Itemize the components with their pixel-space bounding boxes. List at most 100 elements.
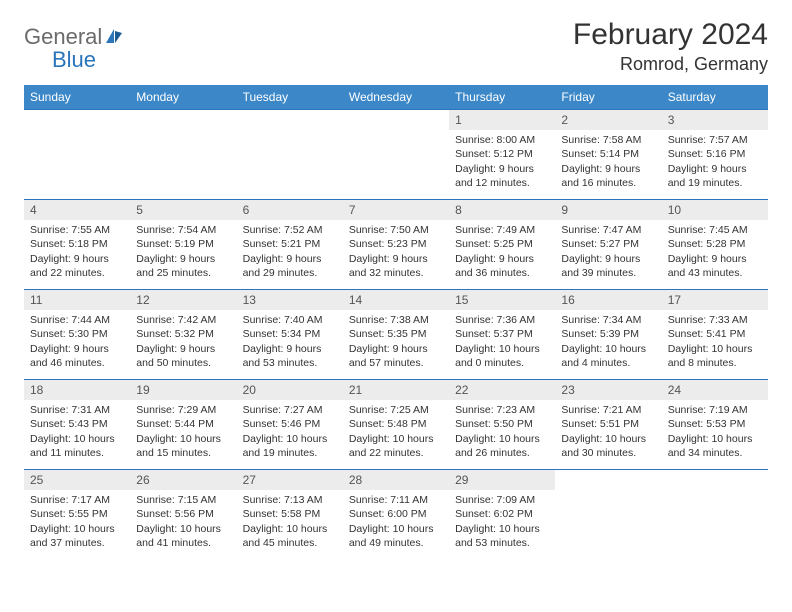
day-number: 7 bbox=[343, 200, 449, 220]
calendar-day: 16Sunrise: 7:34 AMSunset: 5:39 PMDayligh… bbox=[555, 290, 661, 380]
sunset-line: Sunset: 5:27 PM bbox=[561, 237, 655, 251]
sunset-line: Sunset: 5:16 PM bbox=[668, 147, 762, 161]
sunset-line: Sunset: 6:00 PM bbox=[349, 507, 443, 521]
daylight-line: Daylight: 10 hours and 45 minutes. bbox=[243, 522, 337, 550]
daylight-line: Daylight: 10 hours and 22 minutes. bbox=[349, 432, 443, 460]
day-details: Sunrise: 7:54 AMSunset: 5:19 PMDaylight:… bbox=[130, 220, 236, 286]
sunset-line: Sunset: 5:34 PM bbox=[243, 327, 337, 341]
calendar-day: 20Sunrise: 7:27 AMSunset: 5:46 PMDayligh… bbox=[237, 380, 343, 470]
sunrise-line: Sunrise: 7:25 AM bbox=[349, 403, 443, 417]
calendar-empty bbox=[24, 110, 130, 200]
calendar-day: 22Sunrise: 7:23 AMSunset: 5:50 PMDayligh… bbox=[449, 380, 555, 470]
title-block: February 2024 Romrod, Germany bbox=[573, 18, 768, 75]
day-number: 19 bbox=[130, 380, 236, 400]
day-number: 24 bbox=[662, 380, 768, 400]
sunrise-line: Sunrise: 7:29 AM bbox=[136, 403, 230, 417]
daylight-line: Daylight: 9 hours and 36 minutes. bbox=[455, 252, 549, 280]
calendar-day: 18Sunrise: 7:31 AMSunset: 5:43 PMDayligh… bbox=[24, 380, 130, 470]
sunrise-line: Sunrise: 7:42 AM bbox=[136, 313, 230, 327]
brand-logo: General Blue bbox=[24, 24, 124, 73]
day-number: 29 bbox=[449, 470, 555, 490]
day-number: 10 bbox=[662, 200, 768, 220]
calendar-day: 14Sunrise: 7:38 AMSunset: 5:35 PMDayligh… bbox=[343, 290, 449, 380]
day-details: Sunrise: 7:42 AMSunset: 5:32 PMDaylight:… bbox=[130, 310, 236, 376]
sunset-line: Sunset: 5:39 PM bbox=[561, 327, 655, 341]
calendar-day: 23Sunrise: 7:21 AMSunset: 5:51 PMDayligh… bbox=[555, 380, 661, 470]
calendar-day: 11Sunrise: 7:44 AMSunset: 5:30 PMDayligh… bbox=[24, 290, 130, 380]
sunset-line: Sunset: 5:48 PM bbox=[349, 417, 443, 431]
calendar-empty bbox=[662, 470, 768, 560]
daylight-line: Daylight: 10 hours and 19 minutes. bbox=[243, 432, 337, 460]
daylight-line: Daylight: 9 hours and 29 minutes. bbox=[243, 252, 337, 280]
day-details: Sunrise: 7:55 AMSunset: 5:18 PMDaylight:… bbox=[24, 220, 130, 286]
calendar-empty bbox=[130, 110, 236, 200]
daylight-line: Daylight: 10 hours and 11 minutes. bbox=[30, 432, 124, 460]
sunset-line: Sunset: 5:21 PM bbox=[243, 237, 337, 251]
calendar-day: 1Sunrise: 8:00 AMSunset: 5:12 PMDaylight… bbox=[449, 110, 555, 200]
sunset-line: Sunset: 5:23 PM bbox=[349, 237, 443, 251]
calendar-empty bbox=[343, 110, 449, 200]
day-details: Sunrise: 7:17 AMSunset: 5:55 PMDaylight:… bbox=[24, 490, 130, 556]
day-number: 2 bbox=[555, 110, 661, 130]
header: General Blue February 2024 Romrod, Germa… bbox=[24, 18, 768, 75]
calendar-day: 21Sunrise: 7:25 AMSunset: 5:48 PMDayligh… bbox=[343, 380, 449, 470]
daylight-line: Daylight: 10 hours and 0 minutes. bbox=[455, 342, 549, 370]
day-number: 13 bbox=[237, 290, 343, 310]
calendar-day: 27Sunrise: 7:13 AMSunset: 5:58 PMDayligh… bbox=[237, 470, 343, 560]
day-number: 12 bbox=[130, 290, 236, 310]
day-details: Sunrise: 7:50 AMSunset: 5:23 PMDaylight:… bbox=[343, 220, 449, 286]
calendar-day: 26Sunrise: 7:15 AMSunset: 5:56 PMDayligh… bbox=[130, 470, 236, 560]
daylight-line: Daylight: 9 hours and 19 minutes. bbox=[668, 162, 762, 190]
sunset-line: Sunset: 5:12 PM bbox=[455, 147, 549, 161]
daylight-line: Daylight: 10 hours and 49 minutes. bbox=[349, 522, 443, 550]
sunset-line: Sunset: 5:46 PM bbox=[243, 417, 337, 431]
day-details: Sunrise: 7:34 AMSunset: 5:39 PMDaylight:… bbox=[555, 310, 661, 376]
daylight-line: Daylight: 10 hours and 4 minutes. bbox=[561, 342, 655, 370]
daylight-line: Daylight: 9 hours and 25 minutes. bbox=[136, 252, 230, 280]
day-details: Sunrise: 7:49 AMSunset: 5:25 PMDaylight:… bbox=[449, 220, 555, 286]
calendar-day: 9Sunrise: 7:47 AMSunset: 5:27 PMDaylight… bbox=[555, 200, 661, 290]
sunset-line: Sunset: 5:55 PM bbox=[30, 507, 124, 521]
daylight-line: Daylight: 9 hours and 43 minutes. bbox=[668, 252, 762, 280]
calendar-day: 25Sunrise: 7:17 AMSunset: 5:55 PMDayligh… bbox=[24, 470, 130, 560]
calendar-day: 7Sunrise: 7:50 AMSunset: 5:23 PMDaylight… bbox=[343, 200, 449, 290]
day-number: 11 bbox=[24, 290, 130, 310]
sunset-line: Sunset: 5:25 PM bbox=[455, 237, 549, 251]
sunset-line: Sunset: 5:28 PM bbox=[668, 237, 762, 251]
day-number: 1 bbox=[449, 110, 555, 130]
sunset-line: Sunset: 5:14 PM bbox=[561, 147, 655, 161]
day-details: Sunrise: 7:57 AMSunset: 5:16 PMDaylight:… bbox=[662, 130, 768, 196]
calendar-day: 29Sunrise: 7:09 AMSunset: 6:02 PMDayligh… bbox=[449, 470, 555, 560]
sunset-line: Sunset: 5:30 PM bbox=[30, 327, 124, 341]
calendar-header: SundayMondayTuesdayWednesdayThursdayFrid… bbox=[24, 85, 768, 110]
day-number: 28 bbox=[343, 470, 449, 490]
daylight-line: Daylight: 9 hours and 22 minutes. bbox=[30, 252, 124, 280]
calendar-day: 15Sunrise: 7:36 AMSunset: 5:37 PMDayligh… bbox=[449, 290, 555, 380]
calendar-day: 4Sunrise: 7:55 AMSunset: 5:18 PMDaylight… bbox=[24, 200, 130, 290]
day-details: Sunrise: 7:58 AMSunset: 5:14 PMDaylight:… bbox=[555, 130, 661, 196]
sunrise-line: Sunrise: 7:27 AM bbox=[243, 403, 337, 417]
calendar-day: 8Sunrise: 7:49 AMSunset: 5:25 PMDaylight… bbox=[449, 200, 555, 290]
sunrise-line: Sunrise: 7:36 AM bbox=[455, 313, 549, 327]
daylight-line: Daylight: 9 hours and 46 minutes. bbox=[30, 342, 124, 370]
day-details: Sunrise: 7:23 AMSunset: 5:50 PMDaylight:… bbox=[449, 400, 555, 466]
day-number: 25 bbox=[24, 470, 130, 490]
calendar-day: 28Sunrise: 7:11 AMSunset: 6:00 PMDayligh… bbox=[343, 470, 449, 560]
day-number: 23 bbox=[555, 380, 661, 400]
daylight-line: Daylight: 9 hours and 12 minutes. bbox=[455, 162, 549, 190]
calendar-week: 4Sunrise: 7:55 AMSunset: 5:18 PMDaylight… bbox=[24, 200, 768, 290]
calendar-day: 24Sunrise: 7:19 AMSunset: 5:53 PMDayligh… bbox=[662, 380, 768, 470]
sunset-line: Sunset: 5:43 PM bbox=[30, 417, 124, 431]
sunset-line: Sunset: 5:51 PM bbox=[561, 417, 655, 431]
calendar-day: 3Sunrise: 7:57 AMSunset: 5:16 PMDaylight… bbox=[662, 110, 768, 200]
daylight-line: Daylight: 9 hours and 53 minutes. bbox=[243, 342, 337, 370]
day-number: 22 bbox=[449, 380, 555, 400]
day-details: Sunrise: 7:33 AMSunset: 5:41 PMDaylight:… bbox=[662, 310, 768, 376]
calendar-day: 17Sunrise: 7:33 AMSunset: 5:41 PMDayligh… bbox=[662, 290, 768, 380]
day-details: Sunrise: 7:45 AMSunset: 5:28 PMDaylight:… bbox=[662, 220, 768, 286]
calendar-week: 1Sunrise: 8:00 AMSunset: 5:12 PMDaylight… bbox=[24, 110, 768, 200]
daylight-line: Daylight: 10 hours and 41 minutes. bbox=[136, 522, 230, 550]
day-details: Sunrise: 7:21 AMSunset: 5:51 PMDaylight:… bbox=[555, 400, 661, 466]
day-number: 16 bbox=[555, 290, 661, 310]
day-details: Sunrise: 7:36 AMSunset: 5:37 PMDaylight:… bbox=[449, 310, 555, 376]
